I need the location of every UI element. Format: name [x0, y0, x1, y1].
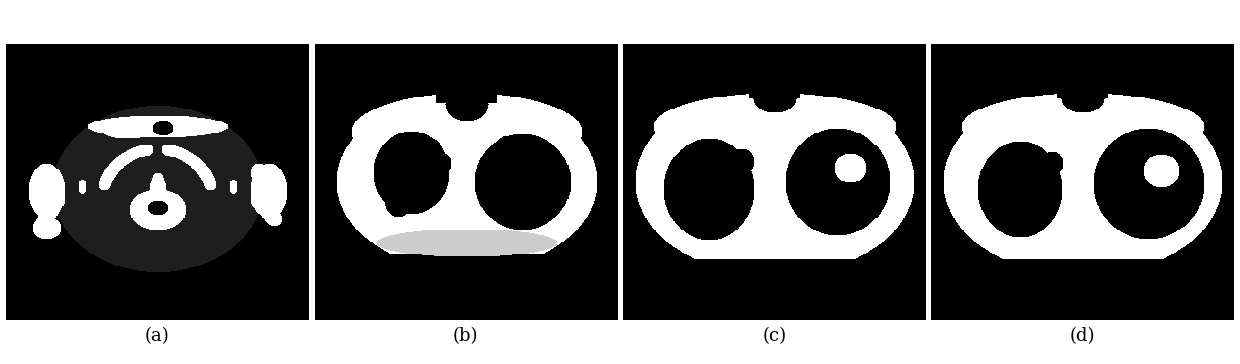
X-axis label: (d): (d) — [1070, 327, 1095, 345]
X-axis label: (b): (b) — [453, 327, 479, 345]
X-axis label: (a): (a) — [145, 327, 170, 345]
X-axis label: (c): (c) — [763, 327, 786, 345]
